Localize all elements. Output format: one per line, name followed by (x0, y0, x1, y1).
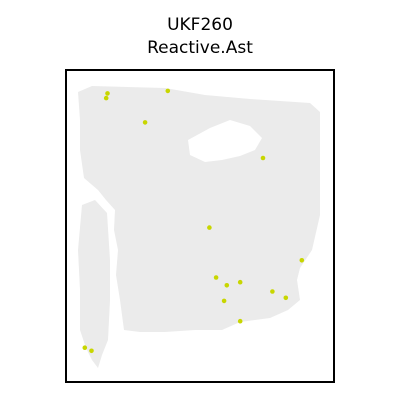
chart-title: UKF260 (167, 15, 233, 35)
data-point (103, 95, 109, 101)
data-point (142, 120, 148, 125)
tissue-background (78, 86, 320, 368)
tissue-hole (188, 120, 262, 162)
data-point (237, 279, 243, 285)
data-point (105, 91, 110, 96)
data-point (283, 295, 289, 301)
tissue-region (78, 200, 110, 368)
data-point (165, 88, 171, 94)
data-point (89, 348, 94, 354)
data-point (260, 155, 266, 161)
data-point (224, 283, 230, 288)
highlight-points (82, 88, 305, 354)
data-point (237, 318, 243, 324)
plot-frame (65, 69, 335, 383)
data-point (270, 289, 275, 294)
chart-subtitle: Reactive.Ast (147, 38, 253, 58)
data-point (299, 258, 305, 263)
data-point (213, 275, 219, 280)
data-point (221, 298, 227, 304)
data-point (82, 345, 88, 351)
tissue-region (78, 86, 320, 332)
data-point (207, 225, 212, 230)
